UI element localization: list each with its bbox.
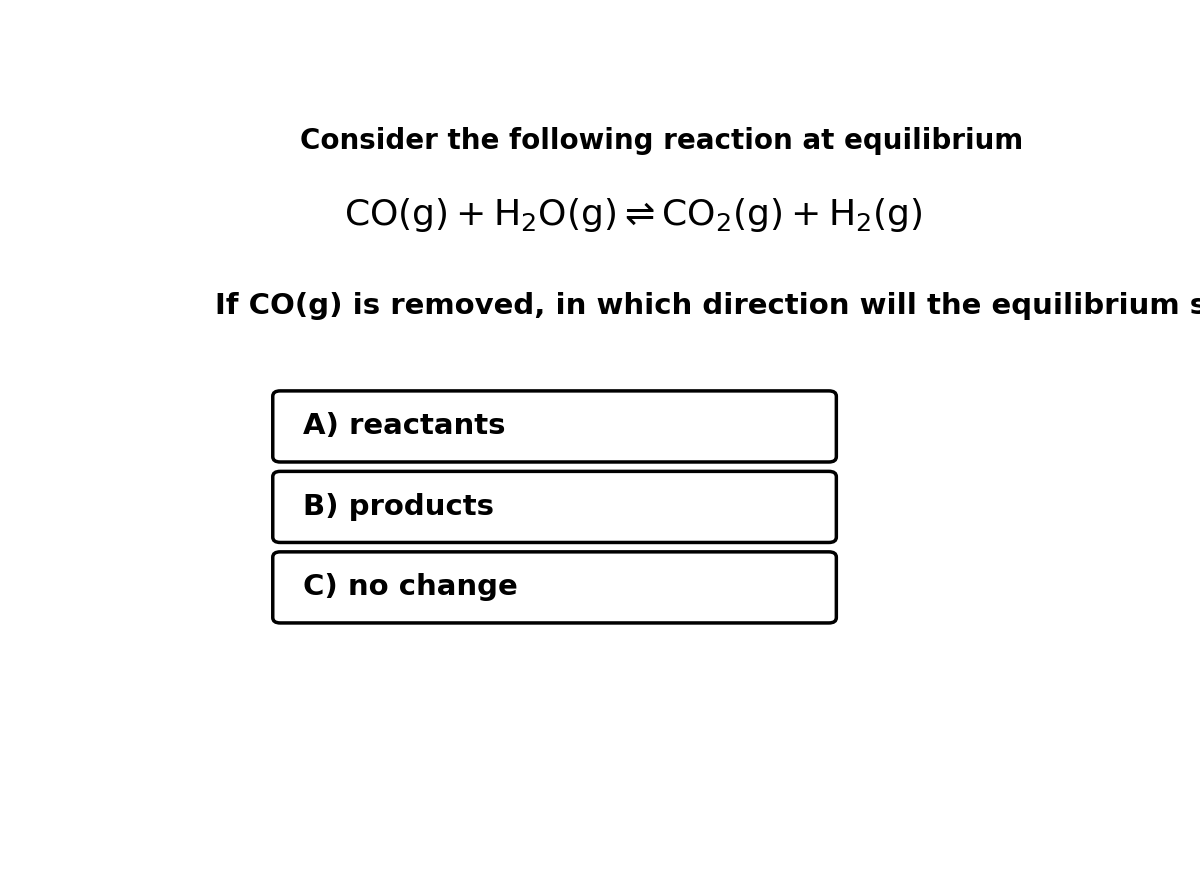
Text: B) products: B) products [304,493,494,521]
FancyBboxPatch shape [272,471,836,543]
Text: If CO(g) is removed, in which direction will the equilibrium shift?: If CO(g) is removed, in which direction … [215,292,1200,320]
FancyBboxPatch shape [272,391,836,462]
Text: Consider the following reaction at equilibrium: Consider the following reaction at equil… [300,127,1024,155]
Text: $\mathrm{CO(g) + H_2O(g) \rightleftharpoons CO_2(g) + H_2(g)}$: $\mathrm{CO(g) + H_2O(g) \rightleftharpo… [344,196,923,234]
FancyBboxPatch shape [272,552,836,623]
Text: A) reactants: A) reactants [304,413,506,441]
Text: C) no change: C) no change [304,573,518,601]
